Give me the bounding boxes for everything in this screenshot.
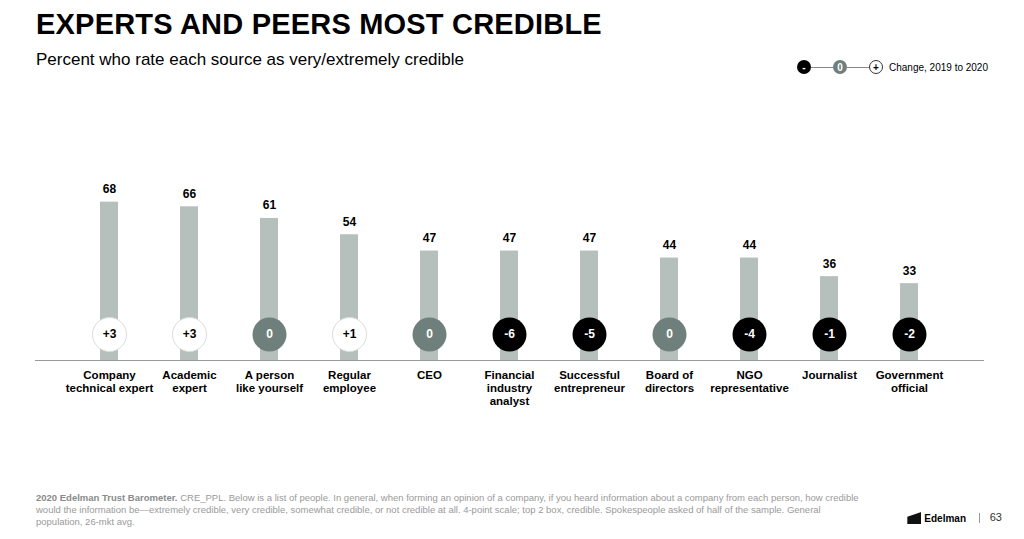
svg-text:0: 0: [666, 327, 673, 341]
svg-text:NGOrepresentative: NGOrepresentative: [710, 369, 789, 394]
html-text:0: 0: [837, 61, 843, 73]
svg-text:61: 61: [263, 198, 277, 212]
html-text:Change, 2019 to 2020: Change, 2019 to 2020: [889, 61, 988, 73]
html-text:EXPERTS AND PEERS MOST CREDIBL: EXPERTS AND PEERS MOST CREDIBLE: [36, 8, 602, 40]
svg-text:Regularemployee: Regularemployee: [323, 369, 376, 394]
svg-text:0: 0: [426, 327, 433, 341]
html-text:63: 63: [989, 511, 1002, 523]
svg-text:36: 36: [823, 257, 837, 271]
svg-text:44: 44: [663, 238, 677, 252]
svg-text:0: 0: [266, 327, 273, 341]
svg-text:-1: -1: [824, 327, 835, 341]
svg-text:33: 33: [903, 264, 917, 278]
svg-text:A personlike yourself: A personlike yourself: [236, 369, 303, 394]
svg-text:47: 47: [423, 231, 437, 245]
svg-text:+3: +3: [183, 327, 197, 341]
svg-text:44: 44: [743, 238, 757, 252]
svg-text:47: 47: [503, 231, 517, 245]
svg-text:Board ofdirectors: Board ofdirectors: [645, 369, 694, 394]
svg-text:+1: +1: [343, 327, 357, 341]
svg-text:Journalist: Journalist: [802, 369, 857, 381]
svg-text:+3: +3: [103, 327, 117, 341]
svg-text:-2: -2: [904, 327, 915, 341]
svg-text:Academicexpert: Academicexpert: [162, 369, 217, 394]
svg-text:68: 68: [103, 182, 117, 196]
html-text:Edelman: Edelman: [924, 512, 966, 524]
svg-text:66: 66: [183, 187, 197, 201]
svg-text:Financialindustryanalyst: Financialindustryanalyst: [485, 369, 535, 406]
svg-text:47: 47: [583, 231, 597, 245]
svg-text:54: 54: [343, 215, 357, 229]
svg-text:Governmentofficial: Governmentofficial: [876, 369, 944, 394]
html-text:Percent who rate each source a: Percent who rate each source as very/ext…: [36, 50, 464, 69]
svg-text:-6: -6: [504, 327, 515, 341]
svg-text:CEO: CEO: [417, 369, 442, 381]
svg-text:-4: -4: [744, 327, 755, 341]
svg-text:-5: -5: [584, 327, 595, 341]
svg-text:Companytechnical expert: Companytechnical expert: [66, 369, 154, 394]
svg-text:Successfulentrepreneur: Successfulentrepreneur: [554, 369, 625, 394]
html-text:2020 Edelman Trust Barometer.: 2020 Edelman Trust Barometer. CRE_PPL. B…: [36, 492, 859, 527]
